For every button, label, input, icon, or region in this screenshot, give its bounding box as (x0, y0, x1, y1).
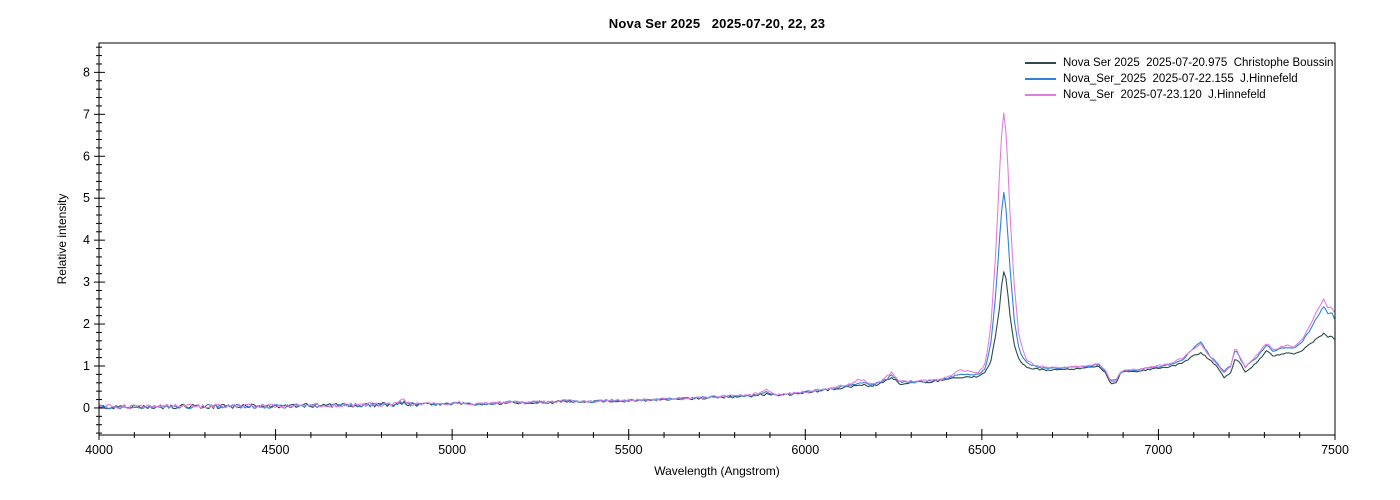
x-tick-label: 4500 (262, 443, 290, 457)
series-line-0 (98, 271, 1335, 410)
plot-border (98, 42, 1336, 436)
series-line-2 (98, 112, 1335, 410)
y-tick-label: 7 (83, 107, 90, 121)
y-tick-label: 5 (83, 191, 90, 205)
legend-line-swatch-blue (1025, 77, 1056, 80)
x-tick-label: 5500 (615, 443, 643, 457)
x-tick-label: 6000 (791, 443, 819, 457)
x-axis-title: Wavelength (Angstrom) (654, 464, 780, 478)
legend-row-boussin: Nova Ser 2025 2025-07-20.975 Christophe … (1025, 56, 1333, 69)
legend: Nova Ser 2025 2025-07-20.975 Christophe … (1025, 56, 1333, 101)
y-tick-label: 1 (83, 359, 90, 373)
series-line-1 (98, 191, 1335, 410)
legend-row-hinnefeld-23: Nova_Ser 2025-07-23.120 J.Hinnefeld (1025, 88, 1333, 101)
legend-row-hinnefeld-22: Nova_Ser_2025 2025-07-22.155 J.Hinnefeld (1025, 72, 1333, 85)
y-tick-label: 0 (83, 401, 90, 415)
legend-label: Nova Ser 2025 2025-07-20.975 Christophe … (1063, 56, 1334, 69)
x-tick-label: 4000 (85, 443, 113, 457)
x-tick-label: 7000 (1145, 443, 1173, 457)
y-tick-label: 8 (83, 65, 90, 79)
y-tick-label: 4 (83, 233, 90, 247)
legend-label: Nova_Ser_2025 2025-07-22.155 J.Hinnefeld (1063, 72, 1298, 85)
x-tick-label: 7500 (1321, 443, 1349, 457)
legend-label: Nova_Ser 2025-07-23.120 J.Hinnefeld (1063, 88, 1266, 101)
y-tick-label: 3 (83, 275, 90, 289)
y-axis-title: Relative intensity (55, 193, 69, 285)
x-tick-label: 6500 (968, 443, 996, 457)
chart-title: Nova Ser 2025 2025-07-20, 22, 23 (608, 16, 826, 31)
x-tick-label: 5000 (438, 443, 466, 457)
legend-line-swatch-pink (1025, 93, 1056, 96)
y-tick-label: 2 (83, 317, 90, 331)
y-tick-label: 6 (83, 149, 90, 163)
legend-line-swatch-dark (1025, 61, 1056, 64)
